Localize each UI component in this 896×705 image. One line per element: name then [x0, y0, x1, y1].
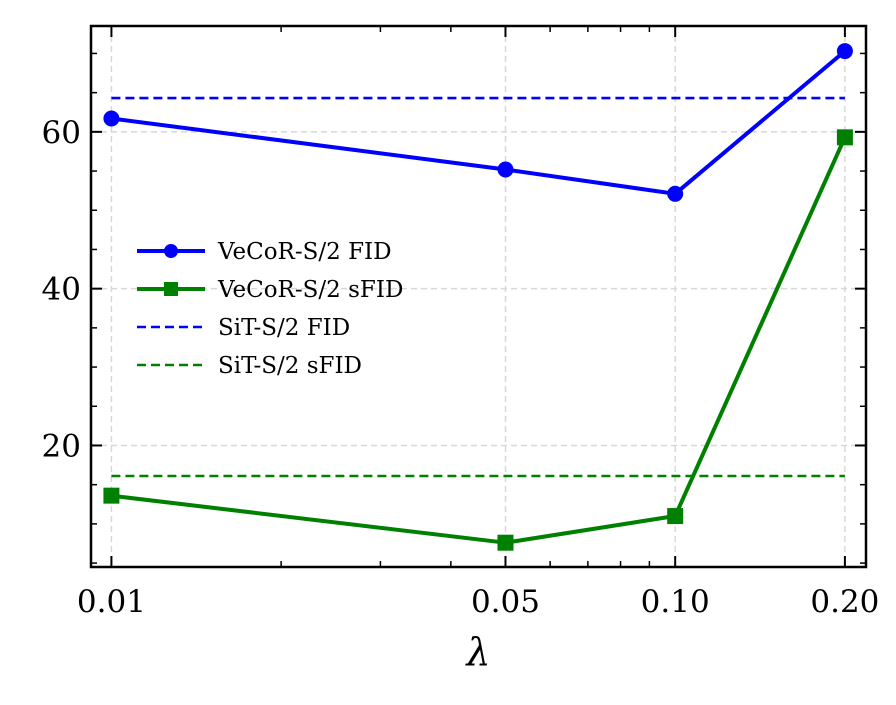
vecor-s-2-fid-point [836, 43, 853, 60]
vecor-s-2-fid-line [111, 49, 847, 196]
legend-label-vecor-s-2-fid: VeCoR-S/2 FID [217, 239, 392, 265]
vecor-s-2-sfid-point [497, 534, 514, 551]
x-tick-label: 0.10 [641, 584, 710, 620]
x-tick-label: 0.05 [471, 584, 540, 620]
legend-label-vecor-s-2-sfid: VeCoR-S/2 sFID [217, 277, 403, 303]
vecor-s-2-fid-point [497, 161, 514, 178]
legend-marker-vecor-s-2-fid [164, 244, 178, 258]
legend-label-sit-s-2-sfid: SiT-S/2 sFID [218, 353, 362, 379]
vecor-s-2-sfid-line [111, 136, 847, 545]
legend-marker-vecor-s-2-sfid [164, 282, 178, 296]
vecor-s-2-fid-point [667, 185, 684, 202]
x-axis-title: λ [464, 630, 490, 674]
plot-frame [89, 24, 868, 569]
grid-lines [91, 26, 866, 567]
vecor-s-2-sfid-point [836, 129, 853, 146]
vecor-s-2-fid-point [103, 110, 120, 127]
y-tick-label: 40 [42, 272, 81, 308]
legend: VeCoR-S/2 FID VeCoR-S/2 sFID SiT-S/2 FID Si… [137, 239, 403, 379]
vecor-s-2-sfid-point [667, 508, 684, 525]
plot-series [103, 43, 853, 551]
axes: 20 40 60 0.01 0.05 0.10 0.20 [42, 24, 879, 620]
y-tick-label: 60 [42, 115, 81, 151]
vecor-s-2-sfid-point [103, 487, 120, 504]
x-tick-label: 0.20 [810, 584, 879, 620]
y-tick-label: 20 [42, 428, 81, 464]
legend-label-sit-s-2-fid: SiT-S/2 FID [218, 315, 350, 341]
x-tick-label: 0.01 [77, 584, 146, 620]
